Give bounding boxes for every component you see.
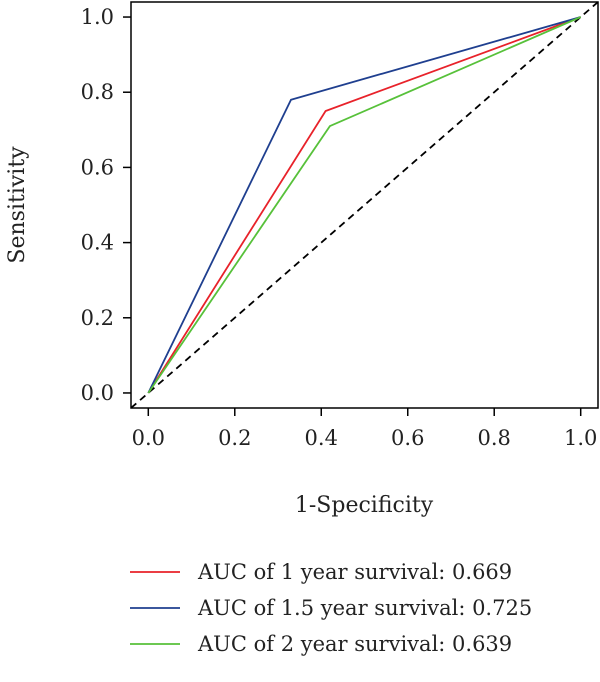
legend-label: AUC of 1 year survival: 0.669: [197, 560, 512, 584]
x-tick-label: 1.0: [564, 426, 597, 450]
y-tick-label: 0.8: [81, 80, 114, 104]
series-line-1: [147, 16, 582, 394]
series-line-3: [147, 16, 582, 394]
x-tick-label: 0.2: [218, 426, 251, 450]
x-axis-title: 1-Specificity: [295, 493, 434, 518]
y-tick-label: 1.0: [81, 5, 114, 29]
x-tick-label: 0.0: [132, 426, 165, 450]
series-line-2: [147, 16, 581, 394]
legend: AUC of 1 year survival: 0.669 AUC of 1.5 …: [130, 560, 532, 656]
y-tick-label: 0.2: [81, 306, 114, 330]
legend-label: AUC of 1.5 year survival: 0.725: [197, 596, 532, 620]
x-axis: 0.0 0.2 0.4 0.6 0.8 1.0: [132, 408, 597, 450]
x-tick-label: 0.8: [478, 426, 511, 450]
plot-frame: [130, 1, 599, 409]
x-tick-label: 0.4: [305, 426, 338, 450]
x-tick-label: 0.6: [391, 426, 424, 450]
reference-diagonal: [131, 2, 598, 408]
legend-label: AUC of 2 year survival: 0.639: [197, 632, 512, 656]
y-tick-label: 0.6: [81, 155, 114, 179]
y-tick-label: 0.4: [81, 231, 114, 255]
y-tick-label: 0.0: [81, 381, 114, 405]
plot-area: [131, 2, 598, 408]
y-axis: 0.0 0.2 0.4 0.6 0.8 1.0: [81, 5, 131, 405]
y-axis-title: Sensitivity: [5, 146, 30, 264]
